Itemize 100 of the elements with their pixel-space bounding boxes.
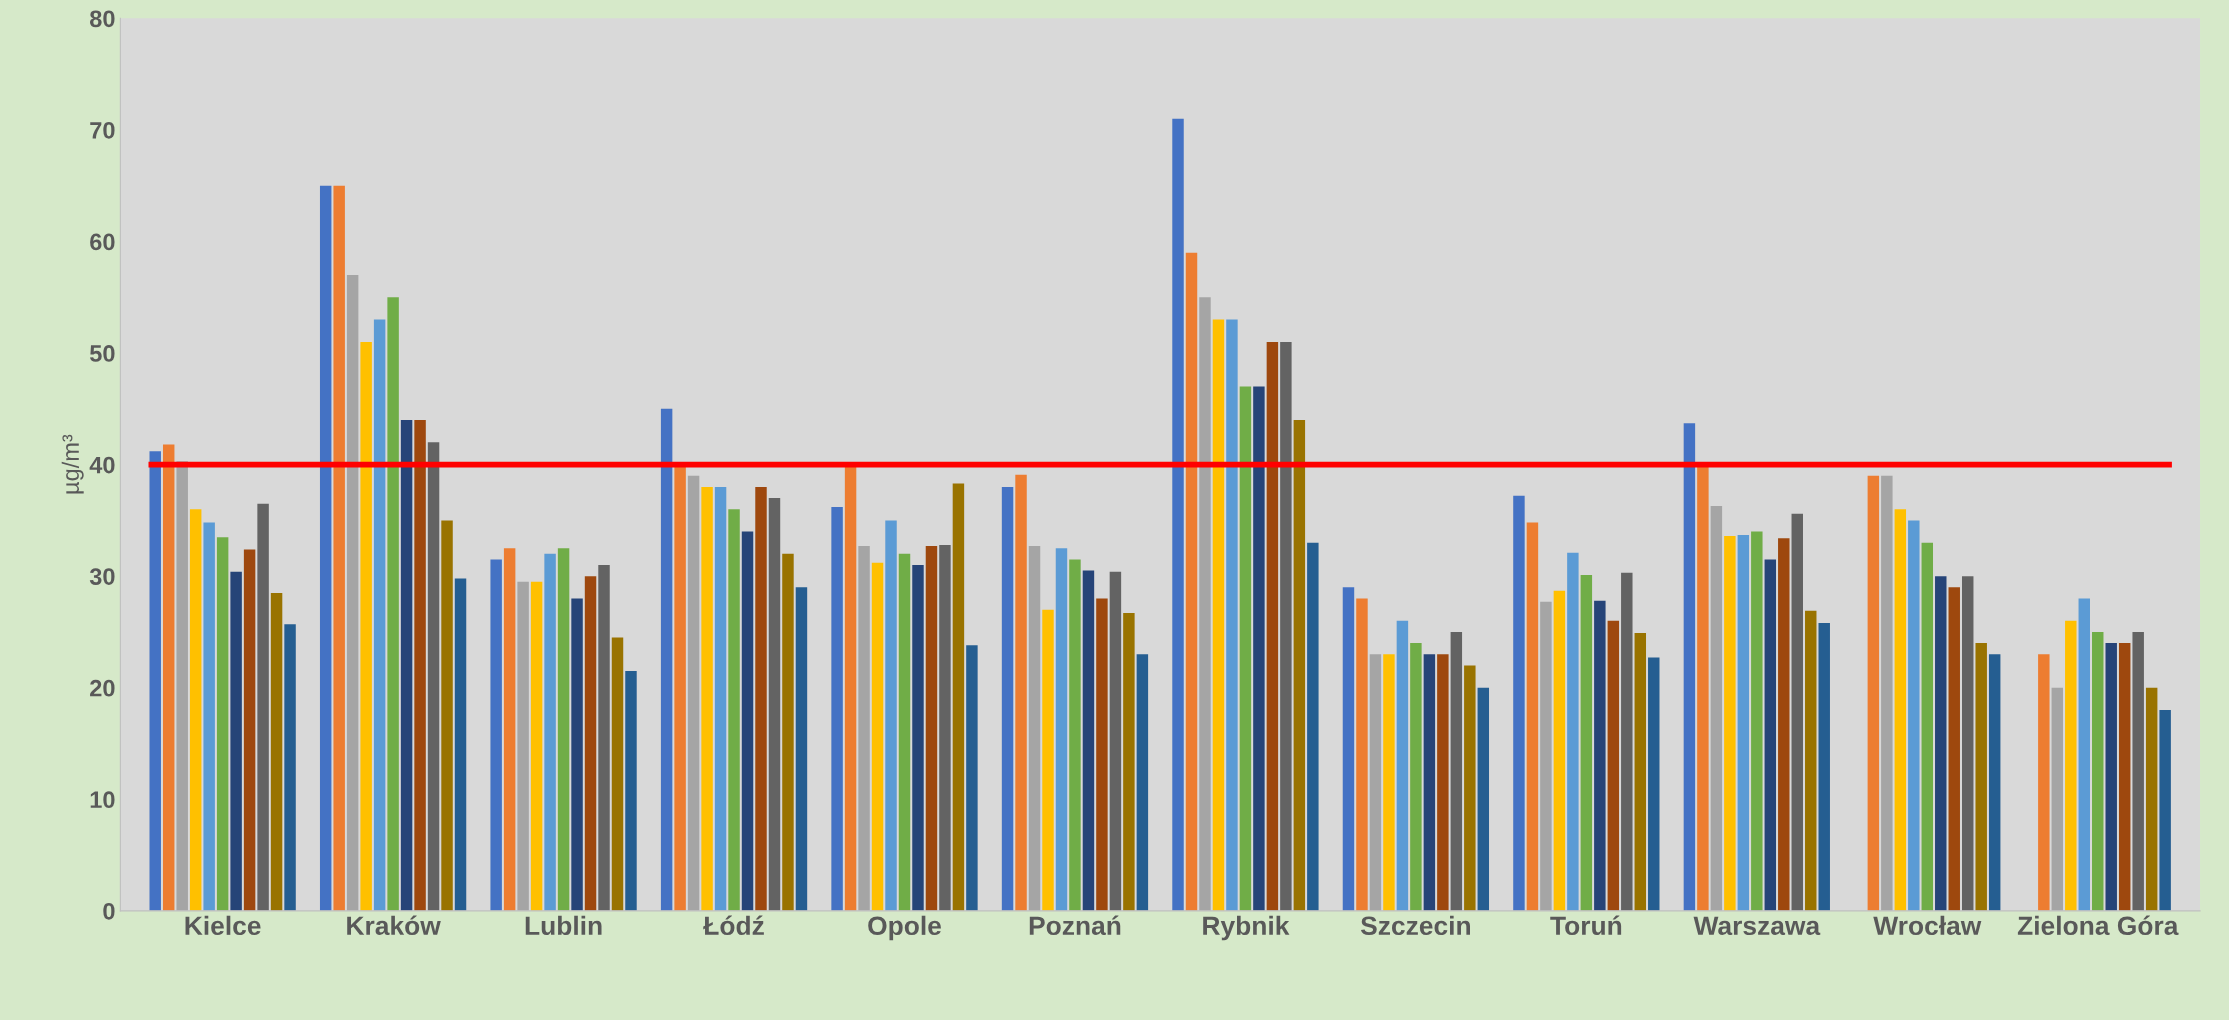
y-tick-label: 80	[89, 10, 115, 28]
bar	[1988, 654, 2001, 911]
bar	[1867, 475, 1880, 911]
bar	[741, 531, 754, 911]
bar	[1594, 600, 1606, 911]
bar	[414, 419, 426, 911]
bar	[1172, 118, 1184, 911]
bar	[1055, 548, 1068, 911]
x-tick-label: Wrocław	[1873, 915, 1982, 936]
y-tick-label: 30	[89, 568, 115, 585]
x-tick-label: Łódź	[703, 915, 764, 936]
bar	[346, 274, 359, 911]
bar	[1648, 657, 1660, 911]
bar	[1185, 252, 1198, 911]
bar	[1805, 610, 1817, 911]
y-tick-label: 0	[103, 902, 115, 920]
x-tick-label: Rybnik	[1203, 915, 1290, 941]
x-tick-label: Kielce	[185, 915, 261, 936]
bar	[360, 341, 372, 911]
bar	[1356, 598, 1368, 911]
bar	[1199, 297, 1211, 911]
bar	[1280, 341, 1292, 911]
bar	[1383, 654, 1395, 911]
bar	[939, 544, 951, 911]
y-tick-label: 10	[90, 791, 115, 809]
bar	[503, 548, 516, 911]
bar	[1710, 505, 1723, 911]
bar	[598, 565, 610, 911]
bar	[2145, 687, 2158, 911]
bar	[1513, 495, 1525, 911]
bar	[1266, 341, 1279, 911]
y-axis-title: µg/m³	[61, 434, 84, 494]
bar	[230, 571, 242, 911]
bar	[400, 419, 413, 911]
bar	[1764, 559, 1777, 911]
bar	[1921, 542, 1934, 911]
bar	[625, 671, 637, 911]
y-tick-label: 70	[90, 121, 115, 139]
bar	[1410, 643, 1422, 911]
bar	[149, 451, 161, 911]
bar	[2065, 620, 2077, 911]
bar	[1778, 538, 1790, 911]
bar	[952, 483, 965, 911]
x-tick-label: Toruń	[1550, 915, 1622, 936]
bar	[284, 624, 296, 911]
bar	[571, 598, 583, 911]
x-tick-label: Lublin	[525, 915, 602, 936]
bar	[216, 537, 229, 911]
bar	[858, 546, 870, 911]
bar	[611, 637, 624, 911]
bar	[1737, 534, 1750, 911]
bar	[1123, 612, 1135, 911]
bar	[189, 509, 202, 911]
bar	[1553, 590, 1566, 911]
bar	[319, 185, 332, 911]
bar	[1342, 587, 1355, 911]
bar	[687, 475, 700, 911]
bar	[1580, 575, 1593, 911]
bar	[701, 486, 713, 911]
bar	[768, 498, 781, 911]
bar	[270, 592, 283, 911]
bar	[1437, 654, 1449, 911]
bar	[966, 645, 978, 911]
bar	[387, 297, 399, 911]
bar	[782, 553, 794, 911]
bar	[1634, 633, 1647, 911]
bar	[1307, 542, 1319, 911]
bar	[660, 408, 673, 911]
bar	[1042, 609, 1054, 911]
bar	[162, 444, 175, 911]
x-tick-label: Zielona Góra	[2017, 915, 2179, 936]
x-tick-label: Kraków	[347, 915, 441, 936]
bar	[2092, 631, 2104, 911]
bar	[373, 319, 386, 911]
bar	[1540, 601, 1552, 911]
bar	[1082, 570, 1095, 911]
bar	[1096, 598, 1108, 911]
bar	[1477, 687, 1490, 911]
x-tick-label: Szczecin	[1360, 915, 1470, 936]
bar	[714, 486, 727, 911]
bar	[1935, 576, 1947, 911]
bar	[1908, 520, 1920, 911]
bar	[1567, 552, 1579, 911]
bar	[1791, 513, 1803, 911]
bar	[1607, 620, 1620, 911]
bar	[530, 581, 543, 911]
bar	[1423, 654, 1436, 911]
bar	[1751, 531, 1763, 911]
bar	[885, 520, 897, 911]
bar	[490, 559, 502, 911]
bar	[1369, 654, 1382, 911]
bar	[243, 549, 256, 911]
bar	[1526, 522, 1539, 911]
bar	[1396, 620, 1409, 911]
bar	[454, 578, 467, 911]
bar	[1001, 486, 1014, 911]
bar	[871, 562, 884, 911]
bar	[427, 442, 440, 911]
bar	[1621, 572, 1633, 911]
bar	[1015, 474, 1027, 911]
